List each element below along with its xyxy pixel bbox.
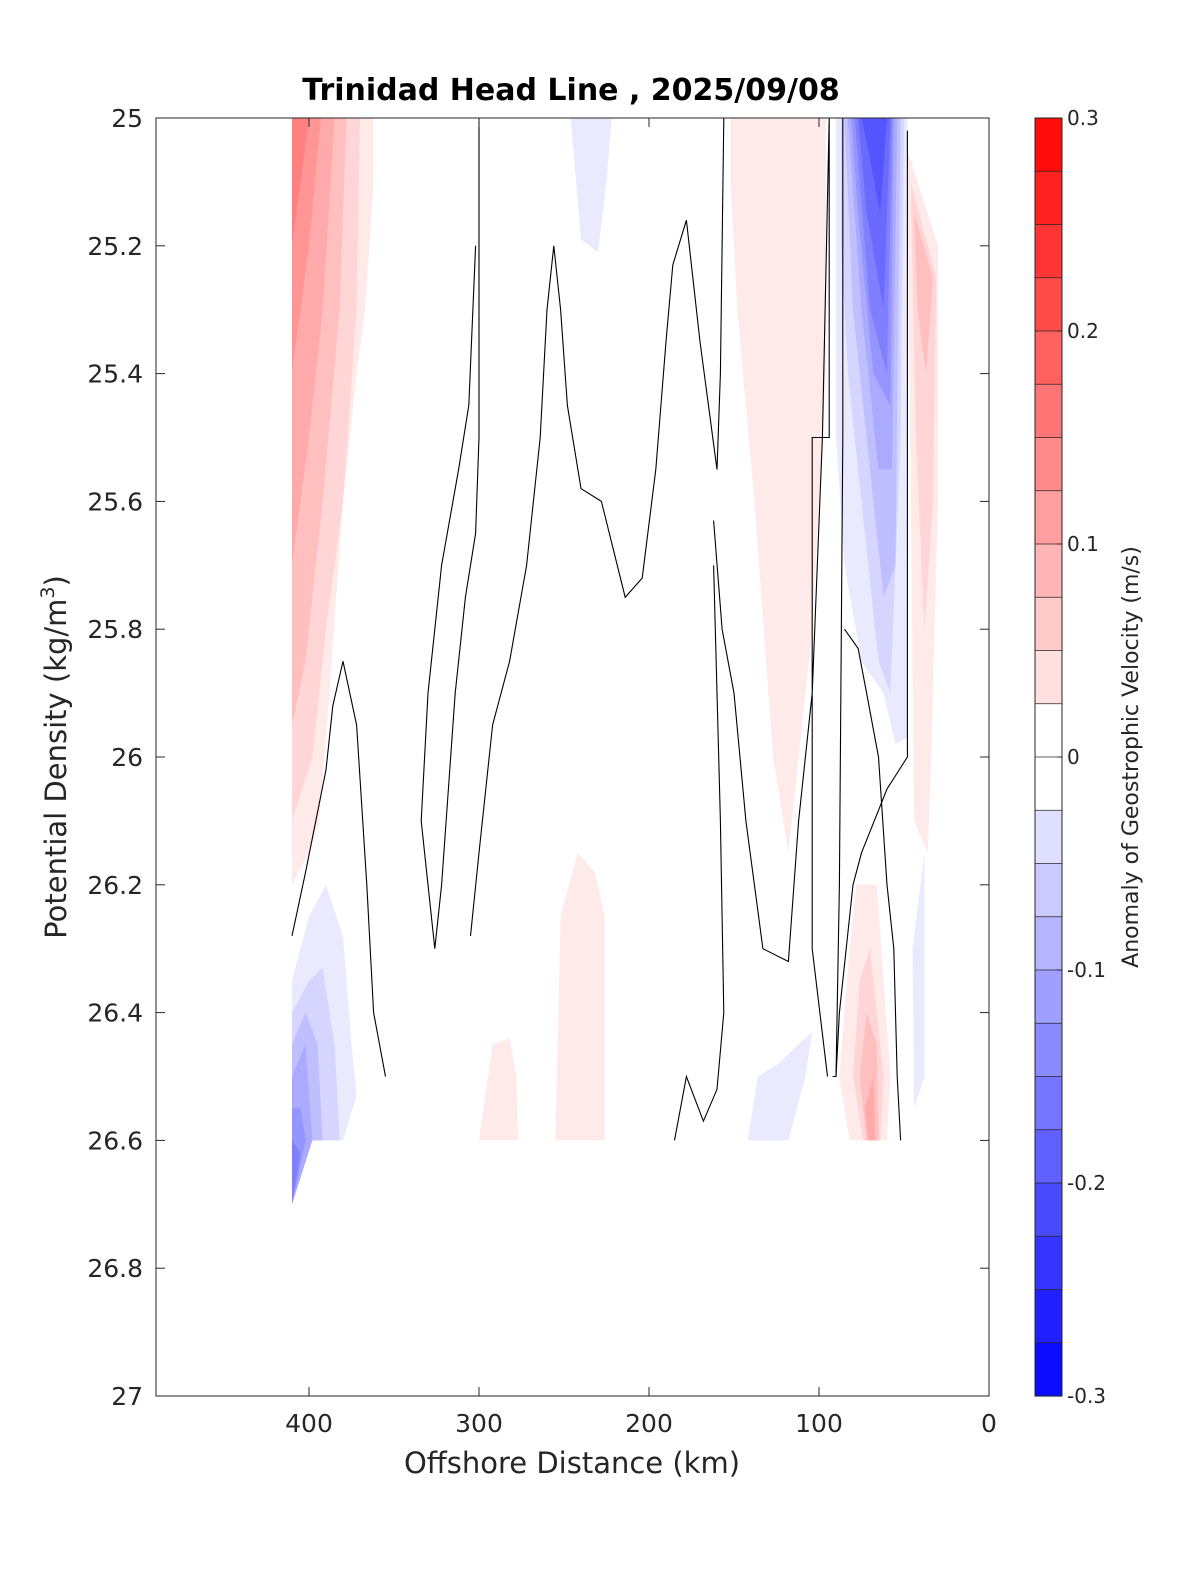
colorbar-ticks: 0.3 0.2 0.1 0 -0.1 -0.2 -0.3 (1035, 106, 1106, 1408)
contour-fill-region-1-level-5 (292, 1140, 301, 1205)
colorbar-tick-label: 0.1 (1067, 532, 1099, 556)
x-tick-label: 0 (981, 1409, 997, 1438)
colorbar (1035, 118, 1062, 1397)
colorbar-tick-label: 0 (1067, 745, 1080, 769)
colorbar-tick-label: -0.2 (1067, 1171, 1106, 1195)
contour-fill-region-7-level-0 (747, 1031, 813, 1141)
colorbar-swatch-21 (1035, 1236, 1062, 1291)
zero-contour-line-0 (291, 661, 387, 1077)
y-tick-label: 25.6 (87, 487, 143, 516)
y-tick-label: 25 (111, 104, 143, 133)
colorbar-swatch-1 (1035, 171, 1062, 226)
contour-fill-region-6-level-3 (864, 1076, 876, 1141)
colorbar-swatch-19 (1035, 1129, 1062, 1184)
colorbar-swatch-10 (1035, 650, 1062, 705)
colorbar-swatch-8 (1035, 544, 1062, 598)
colorbar-swatch-4 (1035, 331, 1062, 385)
y-tick-label: 26.8 (87, 1254, 143, 1283)
colorbar-swatch-12 (1035, 757, 1062, 811)
contour-fill-region-4-level-7 (861, 118, 887, 214)
y-tick-label: 25.2 (87, 232, 143, 261)
contour-fill-region-5-level-2 (914, 213, 933, 374)
chart-title: Trinidad Head Line , 2025/09/08 (302, 73, 839, 108)
y-tick-label: 26 (111, 743, 143, 772)
colorbar-tick-label: 0.3 (1067, 106, 1099, 130)
colorbar-swatch-23 (1035, 1342, 1062, 1397)
zero-contour-line-4 (673, 565, 725, 1141)
colorbar-swatch-15 (1035, 916, 1062, 971)
x-tick-label: 300 (455, 1409, 503, 1438)
y-axis: 25 25.2 25.4 25.6 25.8 26 26.2 26.4 26.6 26.8 27 (87, 104, 989, 1411)
colorbar-swatch-9 (1035, 597, 1062, 652)
contour-fill-layer (292, 118, 938, 1205)
y-tick-label: 26.4 (87, 999, 143, 1028)
colorbar-swatch-14 (1035, 863, 1062, 918)
x-tick-label: 100 (795, 1409, 843, 1438)
x-tick-label: 200 (625, 1409, 673, 1438)
colorbar-swatch-11 (1035, 703, 1062, 758)
y-axis-label-exponent: 3 (37, 586, 59, 598)
colorbar-swatch-2 (1035, 224, 1062, 279)
zero-contour-line-5 (832, 118, 844, 1078)
zero-contour-layer (291, 117, 908, 1141)
colorbar-label: Anomaly of Geostrophic Velocity (m/s) (1119, 546, 1144, 968)
zero-contour-line-2 (469, 117, 725, 936)
x-tick-label: 400 (285, 1409, 333, 1438)
y-tick-label: 25.4 (87, 360, 143, 389)
colorbar-swatch-0 (1035, 118, 1062, 172)
colorbar-tick-label: -0.1 (1067, 958, 1106, 982)
y-tick-label: 26.2 (87, 871, 143, 900)
colorbar-swatch-17 (1035, 1023, 1062, 1078)
y-tick-label: 27 (111, 1382, 143, 1411)
x-axis-label: Offshore Distance (km) (404, 1446, 740, 1480)
colorbar-tick-label: -0.3 (1067, 1384, 1106, 1408)
y-axis-label-text: Potential Density (kg/m (39, 599, 73, 939)
colorbar-swatch-3 (1035, 277, 1062, 332)
zero-contour-line-6 (835, 130, 908, 1077)
y-axis-label: Potential Density (kg/m3) (37, 575, 73, 939)
contour-fill-region-9-level-0 (555, 852, 605, 1141)
colorbar-tick-label: 0.2 (1067, 319, 1099, 343)
colorbar-swatch-7 (1035, 490, 1062, 545)
contour-fill-region-0-level-5 (292, 118, 309, 246)
contour-fill-region-2-level-0 (570, 118, 612, 253)
colorbar-swatch-5 (1035, 384, 1062, 439)
colorbar-swatch-6 (1035, 437, 1062, 492)
x-axis: 400 300 200 100 0 (285, 118, 997, 1438)
y-tick-label: 25.8 (87, 615, 143, 644)
colorbar-swatch-16 (1035, 970, 1062, 1024)
contour-fill-region-10-level-0 (479, 1038, 519, 1141)
colorbar-swatch-13 (1035, 810, 1062, 865)
zero-contour-line-1 (420, 118, 480, 949)
colorbar-swatch-22 (1035, 1289, 1062, 1344)
zero-contour-line-7 (844, 628, 902, 1141)
y-tick-label: 26.6 (87, 1126, 143, 1155)
zero-contour-line-3 (713, 117, 830, 1077)
colorbar-swatch-18 (1035, 1076, 1062, 1131)
colorbar-swatch-20 (1035, 1183, 1062, 1237)
contour-fill-region-8-level-0 (912, 852, 925, 1109)
contour-fill-region-3-level-0 (730, 118, 826, 853)
y-axis-label-close: ) (39, 575, 73, 586)
